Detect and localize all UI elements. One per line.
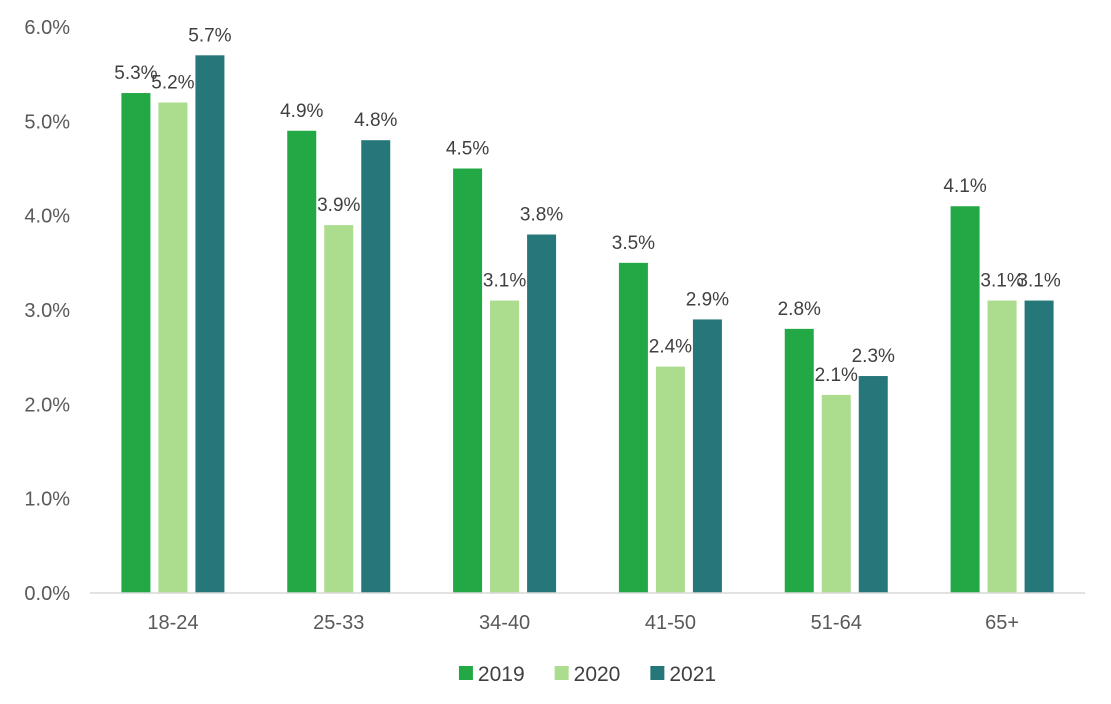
y-tick-label: 2.0% — [24, 394, 70, 416]
legend-label: 2021 — [669, 663, 716, 686]
data-label: 3.8% — [520, 205, 563, 226]
data-labels: 5.3%5.2% 5.7% 4.9% 3.9% 4.8% 4.5% 3.1% 3.8% 3.5%… — [114, 25, 1061, 386]
bar-2021-18-24 — [195, 55, 225, 594]
data-label: 2.3% — [852, 346, 895, 367]
legend-swatch — [650, 666, 665, 680]
legend-swatch — [554, 666, 569, 680]
data-label: 2.4% — [649, 337, 692, 358]
bar-2019-34-40 — [453, 168, 483, 593]
data-label: 3.5% — [612, 233, 655, 254]
data-label: 5.3% — [114, 63, 157, 84]
data-label: 2.9% — [686, 289, 729, 310]
bar-2019-65+ — [950, 206, 980, 593]
data-label: 4.5% — [446, 139, 489, 160]
y-tick-label: 5.0% — [24, 111, 70, 133]
data-label: 3.1% — [483, 271, 526, 292]
bar-2020-51-64 — [821, 394, 851, 593]
data-label: 3.1% — [980, 271, 1023, 292]
data-label: 5.7% — [188, 25, 231, 46]
y-tick-label: 3.0% — [24, 300, 70, 322]
bar-2020-65+ — [987, 300, 1017, 593]
legend-swatch — [458, 666, 473, 680]
bar-2020-41-50 — [655, 366, 685, 593]
data-label: 5.2% — [151, 72, 194, 93]
data-label: 3.9% — [317, 195, 360, 216]
legend-label: 2019 — [478, 663, 525, 686]
data-label: 3.1% — [1017, 271, 1060, 292]
y-tick-label: 1.0% — [24, 489, 70, 511]
x-tick-label: 51-64 — [811, 612, 862, 634]
bar-2021-41-50 — [692, 319, 722, 593]
x-axis-ticks: 18-24 25-33 34-40 41-50 51-64 65+ — [147, 612, 1019, 634]
y-tick-label: 0.0% — [24, 583, 70, 605]
data-label: 2.1% — [815, 365, 858, 386]
data-label: 2.8% — [778, 299, 821, 320]
y-tick-label: 6.0% — [24, 17, 70, 39]
x-tick-label: 65+ — [985, 612, 1019, 634]
bar-2019-18-24 — [121, 93, 151, 594]
bar-2021-65+ — [1024, 300, 1054, 593]
y-tick-label: 4.0% — [24, 206, 70, 228]
bar-2019-25-33 — [287, 130, 317, 593]
bars — [121, 55, 1054, 594]
bar-2020-34-40 — [490, 300, 520, 593]
data-label: 4.9% — [280, 101, 323, 122]
legend-item-2019: 2019 — [458, 663, 525, 686]
bar-2021-51-64 — [858, 376, 888, 593]
bar-2019-41-50 — [618, 262, 648, 593]
legend-label: 2020 — [574, 663, 621, 686]
x-tick-label: 34-40 — [479, 612, 530, 634]
legend: 2019 2020 2021 — [458, 663, 716, 686]
legend-item-2021: 2021 — [650, 663, 716, 686]
data-label: 4.8% — [354, 110, 397, 131]
bar-2020-18-24 — [158, 102, 188, 593]
data-label: 4.1% — [943, 176, 986, 197]
x-tick-label: 25-33 — [313, 612, 364, 634]
x-tick-label: 41-50 — [645, 612, 696, 634]
y-axis-ticks: 0.0% 1.0% 2.0% 3.0% 4.0% 5.0% 6.0% — [24, 17, 70, 605]
bar-2020-25-33 — [324, 225, 354, 593]
bar-2021-25-33 — [361, 140, 391, 593]
legend-item-2020: 2020 — [554, 663, 621, 686]
bar-2021-34-40 — [527, 234, 557, 594]
bar-2019-51-64 — [784, 328, 814, 593]
x-tick-label: 18-24 — [147, 612, 198, 634]
